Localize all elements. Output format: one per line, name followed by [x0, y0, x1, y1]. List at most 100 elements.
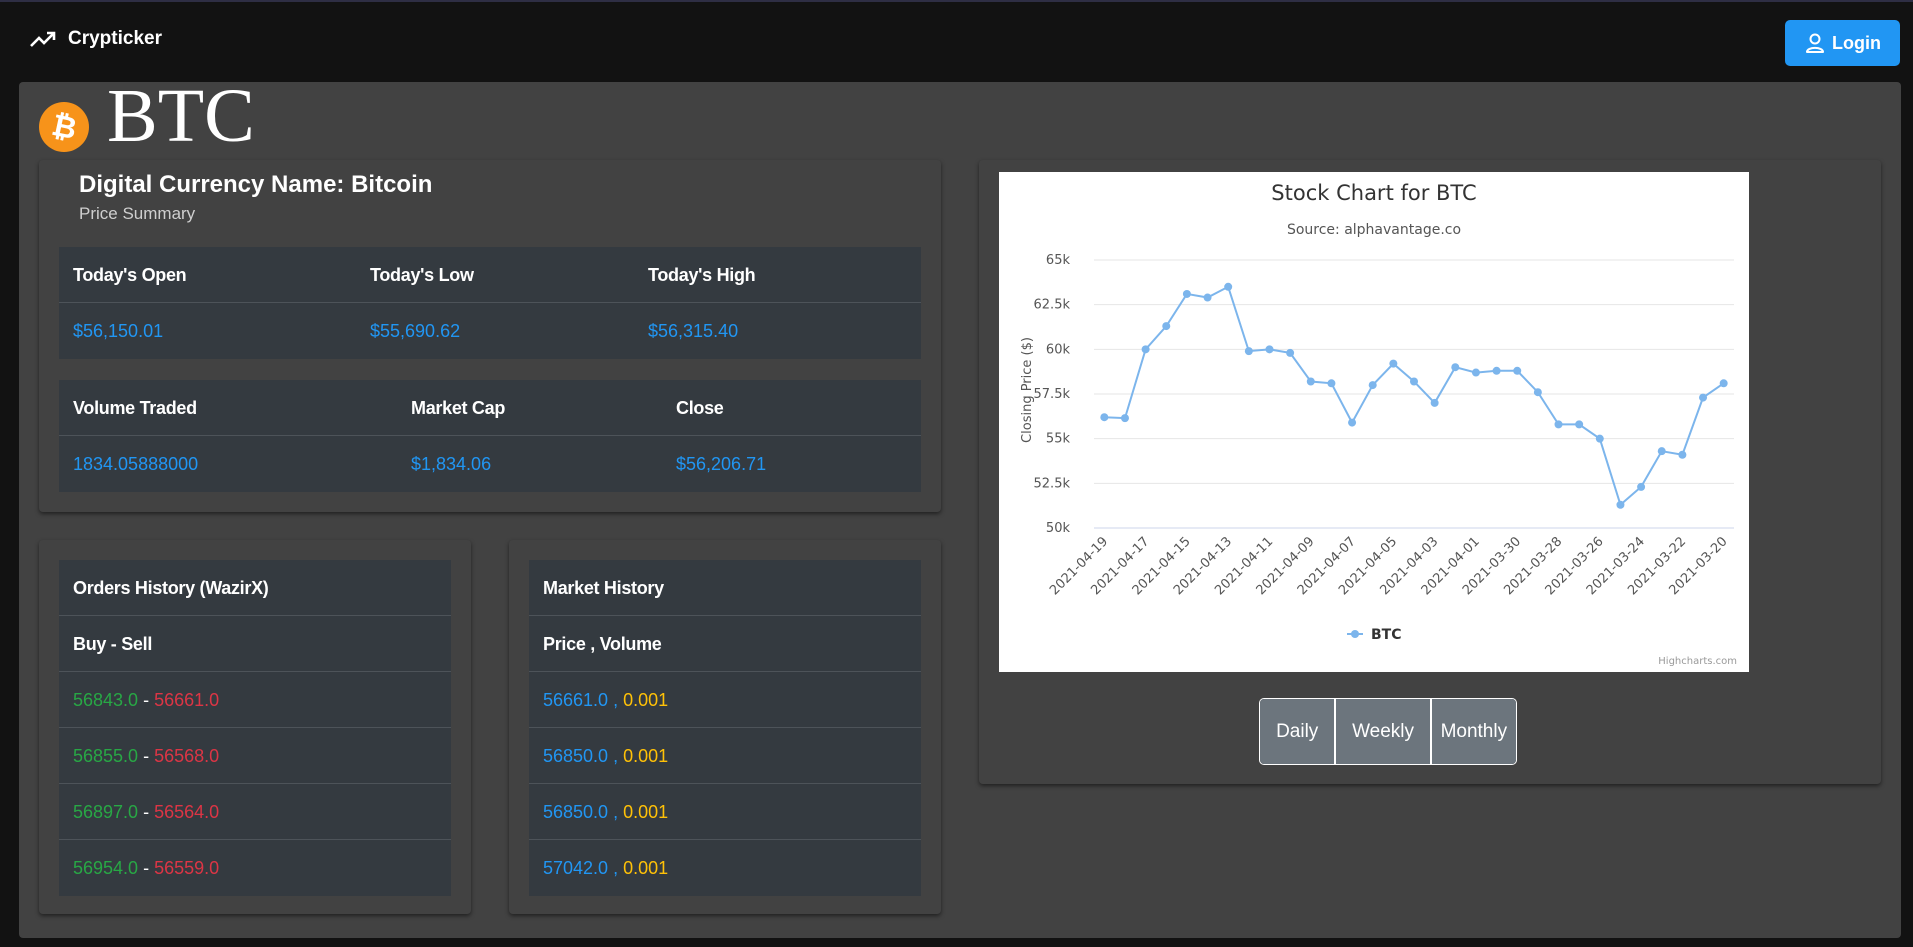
orders-history-table: Orders History (WazirX) Buy - Sell 56843…	[59, 560, 451, 896]
brand[interactable]: Crypticker	[30, 28, 162, 50]
trade-volume: 0.001	[623, 746, 669, 766]
chart-credits[interactable]: Highcharts.com	[1658, 656, 1737, 667]
buy-price: 56954.0	[73, 858, 139, 878]
value-todays-high: $56,315.40	[648, 321, 739, 341]
table-row: $56,150.01 $55,690.62 $56,315.40	[59, 303, 921, 359]
y-tick-label: 57.5k	[1034, 387, 1071, 402]
chart-svg: 50k 52.5k 55k 57.5k 60k 62.5k 65k 2021-04-1920…	[1020, 181, 1737, 667]
data-point[interactable]	[1244, 347, 1253, 356]
data-point[interactable]	[1616, 500, 1625, 509]
legend-series-label: BTC	[1371, 627, 1402, 643]
separator: -	[143, 690, 150, 710]
coin-symbol: BTC	[107, 74, 255, 158]
x-axis-ticks: 2021-04-192021-04-172021-04-152021-04-13…	[1047, 534, 1730, 598]
chart-gridlines	[1094, 259, 1734, 529]
buy-price: 56897.0	[73, 802, 139, 822]
data-point[interactable]	[1492, 366, 1501, 375]
range-button-group: Daily Weekly Monthly	[1259, 698, 1517, 765]
price-summary-subtitle: Price Summary	[79, 204, 196, 223]
price-volume-header: Price , Volume	[543, 634, 662, 654]
weekly-button[interactable]: Weekly	[1336, 699, 1432, 764]
table-header-row: Price , Volume	[529, 616, 921, 672]
login-label: Login	[1832, 32, 1881, 53]
buy-price: 56843.0	[73, 690, 139, 710]
header-todays-open: Today's Open	[73, 265, 187, 285]
table-row: 56850.0 , 0.001	[529, 728, 921, 784]
market-history-title: Market History	[543, 578, 664, 598]
data-point[interactable]	[1595, 434, 1604, 443]
orders-history-title: Orders History (WazirX)	[73, 578, 269, 598]
y-tick-label: 62.5k	[1034, 298, 1071, 313]
y-tick-label: 52.5k	[1034, 476, 1071, 491]
data-point[interactable]	[1575, 420, 1584, 429]
series-line	[1104, 285, 1725, 507]
data-point[interactable]	[1286, 348, 1295, 357]
data-point[interactable]	[1657, 447, 1666, 456]
data-point[interactable]	[1141, 345, 1150, 354]
daily-button[interactable]: Daily	[1260, 699, 1337, 764]
data-point[interactable]	[1471, 368, 1480, 377]
trade-price: 56661.0	[543, 690, 609, 710]
table-row: 56855.0 - 56568.0	[59, 728, 451, 784]
data-point[interactable]	[1719, 379, 1728, 388]
y-axis-ticks: 50k 52.5k 55k 57.5k 60k 62.5k 65k	[1034, 253, 1071, 536]
trending-up-icon	[30, 31, 56, 47]
table-header-row: Volume Traded Market Cap Close	[59, 380, 921, 436]
data-point[interactable]	[1327, 379, 1336, 388]
window-top-border	[0, 0, 1913, 2]
header-volume-traded: Volume Traded	[73, 398, 197, 418]
data-point[interactable]	[1410, 377, 1418, 386]
data-point[interactable]	[1699, 393, 1708, 402]
brand-name: Crypticker	[68, 28, 162, 49]
chart-legend[interactable]: BTC	[1347, 627, 1402, 643]
legend-series-marker	[1351, 630, 1359, 638]
data-point[interactable]	[1224, 282, 1233, 291]
chart-series	[1100, 282, 1728, 509]
data-point[interactable]	[1430, 398, 1439, 407]
stock-chart[interactable]: 50k 52.5k 55k 57.5k 60k 62.5k 65k 2021-04-19 20…	[999, 172, 1749, 672]
value-todays-open: $56,150.01	[73, 321, 164, 341]
data-point[interactable]	[1678, 450, 1687, 459]
table-row: 56850.0 , 0.001	[529, 784, 921, 840]
currency-name-title: Digital Currency Name: Bitcoin	[79, 171, 433, 198]
data-point[interactable]	[1182, 289, 1191, 298]
data-point[interactable]	[1348, 418, 1357, 427]
separator: ,	[613, 690, 619, 710]
header-todays-low: Today's Low	[370, 265, 474, 285]
table-row: 1834.05888000 $1,834.06 $56,206.71	[59, 436, 921, 492]
data-point[interactable]	[1637, 482, 1646, 491]
data-point[interactable]	[1451, 363, 1460, 372]
sell-price: 56661.0	[154, 690, 220, 710]
data-point[interactable]	[1203, 293, 1212, 302]
data-point[interactable]	[1513, 366, 1522, 375]
table-row: 57042.0 , 0.001	[529, 840, 921, 896]
login-button[interactable]: Login	[1785, 20, 1900, 66]
sell-price: 56559.0	[154, 858, 220, 878]
separator: ,	[613, 802, 619, 822]
data-point[interactable]	[1265, 345, 1274, 354]
price-summary-table-2: Volume Traded Market Cap Close 1834.0588…	[59, 380, 921, 492]
table-header-row: Buy - Sell	[59, 616, 451, 672]
data-point[interactable]	[1162, 322, 1171, 331]
trade-price: 56850.0	[543, 802, 609, 822]
table-title-row: Orders History (WazirX)	[59, 560, 451, 616]
price-summary-table-1: Today's Open Today's Low Today's High $5…	[59, 247, 921, 359]
data-point[interactable]	[1100, 413, 1109, 422]
y-tick-label: 50k	[1046, 521, 1071, 536]
trade-volume: 0.001	[623, 858, 669, 878]
data-point[interactable]	[1389, 359, 1398, 368]
monthly-button[interactable]: Monthly	[1431, 699, 1516, 764]
chart-title: Stock Chart for BTC	[1271, 181, 1476, 205]
data-point[interactable]	[1120, 414, 1129, 423]
data-point[interactable]	[1554, 420, 1563, 429]
user-icon	[1806, 33, 1824, 53]
data-point[interactable]	[1533, 388, 1542, 397]
trade-price: 57042.0	[543, 858, 609, 878]
separator: -	[143, 802, 150, 822]
table-row: 56954.0 - 56559.0	[59, 840, 451, 896]
data-point[interactable]	[1306, 377, 1315, 386]
top-navbar: Crypticker Login	[0, 2, 1913, 82]
data-point[interactable]	[1368, 381, 1377, 390]
value-todays-low: $55,690.62	[370, 321, 461, 341]
y-tick-label: 55k	[1046, 432, 1071, 447]
